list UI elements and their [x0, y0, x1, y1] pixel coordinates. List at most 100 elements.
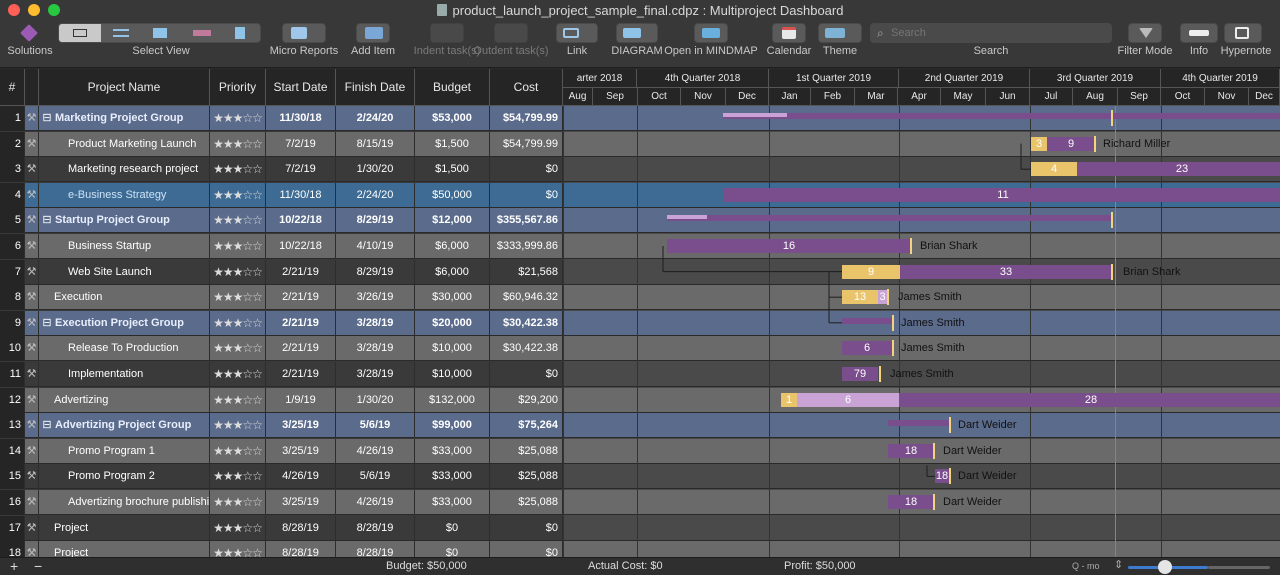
- table-row[interactable]: 10 ⚒ Release To Production ★★★☆☆ 2/21/19 3/28…: [0, 336, 563, 361]
- start-date: 2/21/19: [266, 362, 336, 387]
- task-bar[interactable]: 1: [781, 393, 797, 407]
- micro-reports-button[interactable]: [282, 23, 326, 43]
- column-header-start[interactable]: Start Date: [266, 69, 336, 106]
- scale-stepper[interactable]: ⇕: [1114, 558, 1123, 571]
- task-bar[interactable]: 18: [888, 495, 934, 509]
- cost-value: $333,999.86: [490, 234, 563, 259]
- select-view-control[interactable]: [58, 23, 261, 43]
- diagram-button[interactable]: [616, 23, 658, 43]
- column-header-budget[interactable]: Budget: [415, 69, 490, 106]
- remove-row-button[interactable]: −: [34, 558, 42, 574]
- task-bar[interactable]: 79: [842, 367, 878, 381]
- search-input[interactable]: [891, 25, 1101, 41]
- finish-date: 8/29/19: [336, 260, 415, 285]
- table-row[interactable]: 8 ⚒ Execution ★★★☆☆ 2/21/19 3/26/19 $30,000 $60…: [0, 285, 563, 310]
- project-name: Advertizing brochure publishing: [39, 490, 210, 515]
- start-date: 10/22/18: [266, 234, 336, 259]
- add-item-button[interactable]: [356, 23, 390, 43]
- indent-button[interactable]: [430, 23, 464, 43]
- group-row[interactable]: 1 ⚒ ⊟ Marketing Project Group ★★★☆☆ 11/30/18 2…: [0, 106, 563, 131]
- task-bar[interactable]: 18: [888, 444, 934, 458]
- column-header-cost[interactable]: Cost: [490, 69, 563, 106]
- column-header-name[interactable]: Project Name: [39, 69, 210, 106]
- summary-bar[interactable]: [667, 215, 1113, 221]
- table-row[interactable]: 2 ⚒ Product Marketing Launch ★★★☆☆ 7/2/19 8/1…: [0, 132, 563, 157]
- task-bar[interactable]: 9: [842, 265, 900, 279]
- group-row[interactable]: 5 ⚒ ⊟ Startup Project Group ★★★☆☆ 10/22/18 8/2…: [0, 208, 563, 233]
- table-row[interactable]: 6 ⚒ Business Startup ★★★☆☆ 10/22/18 4/10/19 $6…: [0, 234, 563, 259]
- cost-value: $30,422.38: [490, 336, 563, 361]
- hypernote-button[interactable]: [1224, 23, 1262, 43]
- task-bar[interactable]: 6: [797, 393, 899, 407]
- task-bar[interactable]: 28: [899, 393, 1280, 407]
- add-row-button[interactable]: +: [10, 558, 18, 574]
- calendar-button[interactable]: [772, 23, 806, 43]
- finish-date: 2/24/20: [336, 183, 415, 208]
- open-mindmap-button[interactable]: [694, 23, 728, 43]
- project-name: Promo Program 1: [39, 439, 210, 464]
- finish-date: 1/30/20: [336, 157, 415, 182]
- finish-date: 8/28/19: [336, 516, 415, 541]
- hypernote-icon: [1235, 27, 1249, 39]
- task-bar[interactable]: 6: [842, 341, 892, 355]
- column-header-priority[interactable]: Priority: [210, 69, 266, 106]
- row-number: 12: [0, 388, 25, 413]
- resource-view-icon[interactable]: [153, 28, 167, 38]
- column-header-icon[interactable]: [25, 69, 39, 106]
- column-header-num[interactable]: #: [0, 69, 25, 106]
- info-button[interactable]: [1180, 23, 1218, 43]
- filter-mode-button[interactable]: [1128, 23, 1162, 43]
- zoom-slider-thumb[interactable]: [1158, 560, 1172, 574]
- table-row[interactable]: 7 ⚒ Web Site Launch ★★★☆☆ 2/21/19 8/29/19 $6,0…: [0, 260, 563, 285]
- table-row[interactable]: 11 ⚒ Implementation ★★★☆☆ 2/21/19 3/28/19 $10,…: [0, 362, 563, 387]
- task-bar[interactable]: 3: [1031, 137, 1047, 151]
- report-view-icon[interactable]: [235, 27, 245, 39]
- task-bar[interactable]: 33: [900, 265, 1112, 279]
- table-row[interactable]: 12 ⚒ Advertizing ★★★☆☆ 1/9/19 1/30/20 $132,000…: [0, 388, 563, 413]
- table-row[interactable]: 15 ⚒ Promo Program 2 ★★★☆☆ 4/26/19 5/6/19 $33,…: [0, 464, 563, 489]
- cost-value: $30,422.38: [490, 311, 563, 336]
- start-date: 3/25/19: [266, 413, 336, 438]
- summary-bar[interactable]: [723, 113, 1280, 119]
- task-bar[interactable]: 13: [842, 290, 878, 304]
- summary-bar[interactable]: [888, 420, 950, 426]
- table-row[interactable]: 3 ⚒ Marketing research project ★★★☆☆ 7/2/19 1…: [0, 157, 563, 182]
- group-row[interactable]: 13 ⚒ ⊟ Advertizing Project Group ★★★☆☆ 3/25/1…: [0, 413, 563, 438]
- project-name: Business Startup: [39, 234, 210, 259]
- timeline-view-icon[interactable]: [193, 30, 211, 36]
- project-name: Advertizing Project Group: [39, 413, 210, 438]
- task-bar[interactable]: 18: [935, 469, 949, 483]
- outdent-button[interactable]: [494, 23, 528, 43]
- table-row[interactable]: 16 ⚒ Advertizing brochure publishing ★★★☆☆ 3…: [0, 490, 563, 515]
- task-type-icon: ⚒: [25, 362, 39, 387]
- group-row[interactable]: 9 ⚒ ⊟ Execution Project Group ★★★☆☆ 2/21/19 3/…: [0, 311, 563, 336]
- priority-stars: ★★★☆☆: [210, 208, 266, 233]
- resource-label: Brian Shark: [1123, 265, 1180, 279]
- deadline-marker: [949, 417, 951, 433]
- summary-progress[interactable]: [723, 113, 787, 117]
- task-bar[interactable]: 23: [1077, 162, 1280, 176]
- task-bar[interactable]: 4: [1031, 162, 1077, 176]
- row-number: 1: [0, 106, 25, 131]
- task-bar[interactable]: 11: [723, 188, 1280, 202]
- theme-button[interactable]: [818, 23, 862, 43]
- task-type-icon: ⚒: [25, 490, 39, 515]
- table-row[interactable]: 4 ⚒ e-Business Strategy ★★★☆☆ 11/30/18 2/24/2…: [0, 183, 563, 208]
- link-button[interactable]: [556, 23, 598, 43]
- cost-value: $355,567.86: [490, 208, 563, 233]
- summary-bar[interactable]: [842, 318, 892, 324]
- task-bar[interactable]: 3: [878, 290, 887, 304]
- column-header-finish[interactable]: Finish Date: [336, 69, 415, 106]
- summary-progress[interactable]: [667, 215, 707, 219]
- table-row[interactable]: 14 ⚒ Promo Program 1 ★★★☆☆ 3/25/19 4/26/19 $33…: [0, 439, 563, 464]
- search-field[interactable]: ⌕: [870, 23, 1112, 43]
- info-icon: [1189, 30, 1209, 36]
- task-bar[interactable]: 16: [667, 239, 911, 253]
- gantt-view-icon[interactable]: [113, 29, 129, 37]
- budget-value: $30,000: [415, 285, 490, 310]
- budget-value: $6,000: [415, 260, 490, 285]
- task-bar[interactable]: 9: [1047, 137, 1095, 151]
- budget-value: $50,000: [415, 183, 490, 208]
- task-type-icon: ⚒: [25, 388, 39, 413]
- table-row[interactable]: 17 ⚒ Project ★★★☆☆ 8/28/19 8/28/19 $0 $0: [0, 516, 563, 541]
